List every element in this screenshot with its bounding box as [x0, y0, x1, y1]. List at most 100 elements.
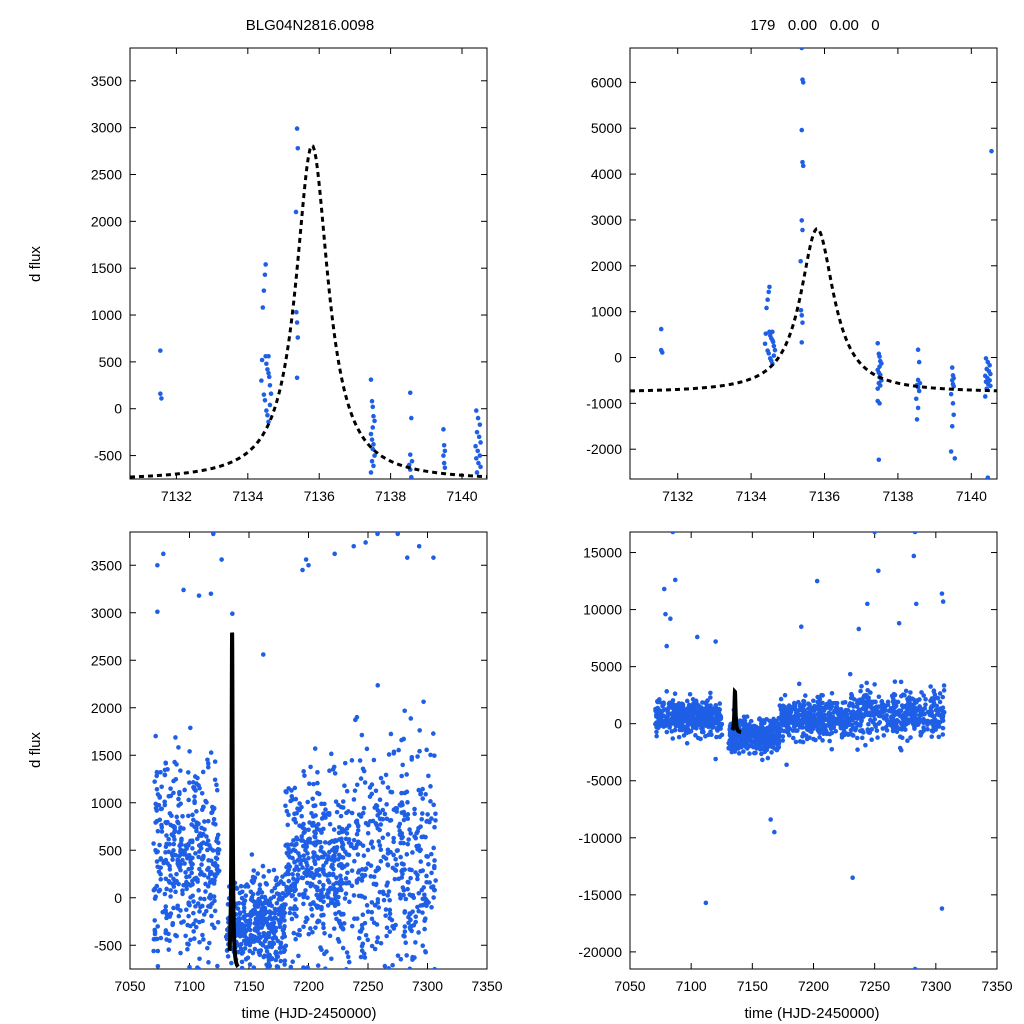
data-point [260, 305, 266, 310]
data-point [334, 875, 339, 881]
data-point [171, 905, 176, 911]
y-tick-label: 3000 [91, 120, 122, 136]
data-point [369, 943, 375, 949]
data-point [949, 365, 955, 370]
data-point [203, 881, 208, 887]
data-point [694, 711, 700, 717]
data-point [349, 758, 355, 763]
data-point [388, 849, 393, 855]
data-point [154, 808, 160, 813]
data-point [763, 331, 769, 336]
data-point [385, 893, 390, 898]
data-point [239, 965, 245, 969]
data-point [913, 396, 919, 402]
data-point [355, 870, 361, 875]
data-point [428, 799, 433, 804]
data-point [827, 699, 832, 704]
data-point [433, 818, 438, 823]
data-point [365, 830, 371, 836]
data-point [270, 928, 276, 933]
data-point [286, 862, 291, 867]
data-point [952, 456, 958, 461]
data-point [259, 357, 265, 363]
data-point [345, 870, 350, 876]
data-point [849, 710, 854, 715]
data-point [402, 708, 408, 714]
data-point [225, 954, 231, 959]
data-point [346, 852, 352, 858]
data-point [291, 930, 297, 936]
plot-layer [653, 532, 947, 969]
data-point [307, 781, 312, 787]
data-point [345, 954, 351, 960]
data-point [765, 297, 770, 303]
data-point [161, 551, 166, 557]
data-point [375, 865, 381, 870]
data-point [748, 718, 754, 724]
data-point [405, 886, 410, 892]
data-point [400, 867, 405, 873]
y-tick-label: -15000 [578, 887, 622, 903]
data-point [717, 701, 723, 706]
data-point [191, 817, 196, 823]
ylabel-top: d flux [27, 246, 44, 282]
data-point [162, 772, 168, 778]
data-point [780, 738, 786, 743]
data-point [205, 847, 210, 853]
data-point [181, 852, 187, 857]
data-point [369, 398, 375, 404]
data-point [209, 922, 215, 927]
y-tick-label: 0 [114, 890, 122, 906]
data-point [301, 924, 306, 930]
data-point [381, 897, 387, 903]
x-tick-label: 7138 [882, 488, 913, 504]
data-point [380, 780, 386, 785]
data-point [320, 921, 326, 927]
data-point [278, 920, 283, 925]
data-point [210, 848, 216, 853]
data-point [764, 743, 769, 749]
data-point [475, 448, 481, 454]
data-point [877, 720, 883, 725]
data-point [347, 899, 352, 905]
data-point [312, 852, 317, 857]
data-point [205, 867, 210, 872]
data-point [251, 868, 257, 873]
data-point [306, 931, 312, 937]
data-point [238, 946, 244, 952]
data-point [358, 929, 364, 934]
data-point [847, 701, 853, 706]
data-point [206, 895, 212, 900]
data-point [431, 845, 436, 851]
data-point [293, 796, 299, 802]
data-point [421, 699, 426, 705]
data-point [209, 858, 214, 864]
data-point [263, 262, 268, 267]
data-point [326, 840, 332, 846]
data-point [912, 966, 918, 969]
data-point [178, 867, 183, 873]
data-point [266, 969, 271, 974]
data-point [266, 370, 271, 376]
data-point [404, 852, 410, 857]
data-point [315, 770, 320, 775]
data-point [658, 326, 664, 332]
data-point [178, 847, 183, 852]
data-point [905, 706, 910, 712]
data-point [340, 926, 346, 931]
data-point [431, 887, 437, 893]
data-point [204, 834, 209, 839]
data-point [790, 728, 796, 733]
data-point [829, 714, 834, 720]
data-point [926, 720, 932, 725]
data-point [983, 356, 989, 361]
data-point [151, 841, 156, 846]
data-point [779, 709, 785, 714]
data-point [185, 770, 191, 775]
data-point [422, 892, 427, 898]
data-point [193, 924, 199, 930]
data-point [370, 425, 376, 430]
data-point [940, 694, 946, 700]
data-point [181, 587, 186, 593]
data-point [312, 746, 318, 751]
